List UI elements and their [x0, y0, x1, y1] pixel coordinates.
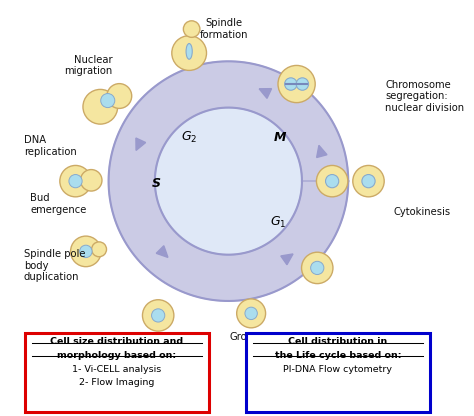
- Circle shape: [101, 94, 115, 108]
- Circle shape: [91, 242, 107, 257]
- Circle shape: [83, 89, 118, 124]
- Polygon shape: [259, 89, 272, 98]
- Circle shape: [245, 307, 257, 319]
- Circle shape: [353, 166, 384, 197]
- Text: Cell distribution in: Cell distribution in: [288, 337, 388, 347]
- Text: START: START: [140, 335, 176, 345]
- Circle shape: [310, 261, 324, 275]
- Circle shape: [317, 166, 348, 197]
- Text: 1- Vi-CELL analysis: 1- Vi-CELL analysis: [72, 364, 162, 374]
- Polygon shape: [156, 246, 168, 258]
- Circle shape: [143, 300, 174, 331]
- Circle shape: [237, 299, 265, 328]
- Text: Cell size distribution and: Cell size distribution and: [50, 337, 183, 347]
- Text: Cytokinesis: Cytokinesis: [394, 207, 451, 217]
- Circle shape: [278, 65, 315, 103]
- Text: Spindle pole
body
duplication: Spindle pole body duplication: [24, 249, 85, 282]
- Text: Nuclear
migration: Nuclear migration: [64, 54, 113, 76]
- Circle shape: [326, 175, 339, 188]
- Text: $G_1$: $G_1$: [270, 215, 286, 230]
- Circle shape: [183, 21, 200, 37]
- Text: Bud
emergence: Bud emergence: [30, 193, 86, 215]
- Text: morphology based on:: morphology based on:: [57, 351, 176, 359]
- Polygon shape: [317, 145, 327, 158]
- Text: 2- Flow Imaging: 2- Flow Imaging: [79, 378, 155, 387]
- Polygon shape: [281, 254, 293, 265]
- Polygon shape: [109, 61, 348, 301]
- Text: M: M: [274, 131, 286, 144]
- Circle shape: [284, 78, 297, 90]
- Text: Spindle
formation: Spindle formation: [200, 18, 248, 40]
- Text: $G_2$: $G_2$: [181, 130, 197, 145]
- Circle shape: [60, 166, 91, 197]
- Text: Growth: Growth: [229, 332, 265, 342]
- Text: Chromosome
segregation:
nuclear division: Chromosome segregation: nuclear division: [385, 80, 465, 113]
- Circle shape: [71, 236, 101, 267]
- FancyBboxPatch shape: [25, 333, 209, 412]
- Text: the Life cycle based on:: the Life cycle based on:: [274, 351, 401, 359]
- Circle shape: [172, 36, 207, 70]
- Text: PI-DNA Flow cytometry: PI-DNA Flow cytometry: [283, 365, 392, 374]
- Circle shape: [81, 170, 102, 191]
- Circle shape: [301, 252, 333, 284]
- Circle shape: [80, 245, 92, 258]
- Circle shape: [107, 84, 132, 109]
- Circle shape: [69, 175, 82, 188]
- Circle shape: [362, 175, 375, 188]
- Text: DNA
replication: DNA replication: [24, 135, 77, 157]
- Polygon shape: [155, 108, 302, 255]
- Circle shape: [152, 309, 165, 322]
- Circle shape: [296, 78, 309, 90]
- Polygon shape: [136, 138, 146, 151]
- Text: S: S: [152, 177, 161, 190]
- FancyBboxPatch shape: [246, 333, 430, 412]
- Ellipse shape: [186, 44, 192, 59]
